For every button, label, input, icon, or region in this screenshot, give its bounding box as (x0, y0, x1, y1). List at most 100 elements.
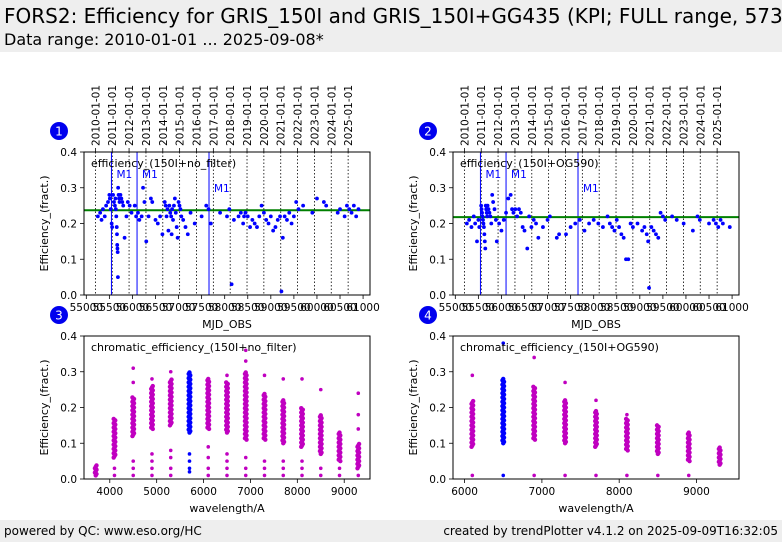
data-point (594, 473, 598, 478)
data-point (187, 370, 192, 375)
data-point (625, 412, 629, 417)
data-point (470, 398, 476, 404)
data-point (487, 210, 492, 215)
data-point (243, 348, 248, 353)
data-point (172, 196, 177, 201)
data-point (187, 459, 192, 463)
data-point (206, 445, 211, 449)
data-point (660, 214, 665, 219)
data-point (99, 218, 104, 222)
y-tick-label: 0.4 (429, 147, 446, 159)
data-point (110, 225, 115, 229)
data-point (623, 416, 629, 422)
page-subtitle: Data range: 2010-01-01 ... 2025-09-08* (4, 30, 324, 49)
chart-annotation: chromatic_efficiency_(150I+no_filter) (91, 341, 297, 354)
data-point (243, 466, 248, 471)
data-point (651, 228, 656, 233)
data-point (541, 225, 545, 229)
data-point (501, 376, 506, 382)
data-point (511, 210, 516, 215)
y-tick-label: 0.3 (60, 367, 77, 379)
data-point (116, 275, 120, 280)
data-point (206, 473, 211, 478)
data-point (356, 427, 361, 431)
data-point (640, 228, 645, 233)
data-point (515, 214, 520, 219)
panel-number-badge (50, 122, 68, 140)
panel-number: 2 (424, 125, 432, 139)
data-point (287, 210, 292, 215)
data-point (485, 203, 490, 208)
data-point (262, 373, 267, 378)
data-point (628, 221, 633, 226)
y-tick-label: 0.2 (60, 219, 77, 231)
data-point (131, 380, 136, 385)
y-tick-label: 0.4 (60, 331, 77, 343)
data-point (469, 225, 474, 229)
y-tick-label: 0.0 (60, 474, 77, 486)
x-tick-label: 7000 (529, 486, 556, 498)
data-point (647, 285, 651, 290)
data-point (113, 207, 118, 212)
data-point (315, 196, 319, 201)
x-tick-label: 55500 (93, 302, 126, 314)
data-point (568, 225, 573, 229)
x-tick-label: 59500 (646, 302, 679, 314)
data-point (545, 218, 550, 222)
top-tick-label: 2017-01-01 (208, 85, 220, 146)
data-point (529, 225, 534, 229)
data-point (114, 225, 119, 229)
y-tick-label: 0.2 (429, 403, 446, 415)
data-point (617, 225, 621, 229)
top-tick-label: 2012-01-01 (124, 85, 136, 146)
data-point (107, 193, 112, 197)
data-point (482, 225, 486, 229)
data-point (262, 210, 266, 215)
panel-number-badge (50, 306, 68, 324)
data-point (301, 203, 306, 208)
data-point (467, 218, 472, 222)
top-tick-label: 2023-01-01 (309, 85, 321, 146)
data-point (501, 473, 506, 478)
data-point (335, 210, 340, 215)
top-tick-label: 2020-01-01 (259, 85, 271, 146)
data-point (294, 200, 299, 204)
data-point (573, 221, 578, 226)
data-point (482, 239, 487, 244)
data-point (517, 207, 521, 212)
data-point (281, 466, 286, 471)
data-point (497, 221, 502, 226)
top-tick-label: 2025-01-01 (712, 85, 724, 146)
data-point (229, 282, 234, 287)
marker-label: M1 (511, 169, 527, 181)
top-tick-label: 2016-01-01 (191, 85, 203, 146)
data-point (324, 203, 329, 208)
y-tick-label: 0.2 (60, 403, 77, 415)
data-point (356, 391, 361, 396)
data-point (621, 235, 626, 240)
data-point (164, 214, 169, 219)
data-point (605, 214, 610, 219)
data-point (554, 235, 559, 240)
data-point (206, 376, 211, 382)
data-point (158, 214, 163, 219)
data-point (115, 243, 120, 247)
data-point (338, 207, 342, 212)
data-point (108, 207, 113, 212)
data-point (547, 214, 552, 219)
data-point (106, 200, 110, 204)
top-tick-label: 2024-01-01 (695, 85, 707, 146)
x-tick-label: 56500 (139, 302, 172, 314)
y-axis-label: Efficiency_(fract.) (38, 359, 51, 455)
data-point (238, 210, 243, 215)
y-tick-label: 0.3 (429, 183, 446, 195)
data-point (658, 210, 663, 215)
data-point (262, 459, 267, 463)
data-point (136, 210, 140, 215)
y-tick-label: 0.1 (429, 438, 446, 450)
x-tick-label: 60500 (692, 302, 725, 314)
data-point (593, 408, 599, 414)
data-point (601, 225, 605, 229)
x-tick-label: 57500 (185, 302, 218, 314)
data-point (494, 239, 499, 244)
